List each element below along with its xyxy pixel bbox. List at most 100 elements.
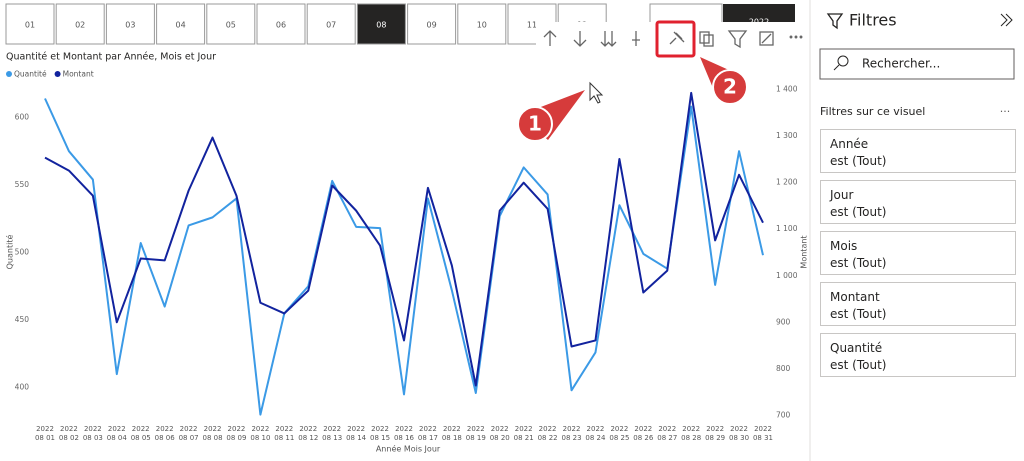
x-tick-label: 2022 08 15 <box>370 425 391 442</box>
x-tick-label: 2022 08 14 <box>346 425 367 442</box>
x-tick-label: 2022 08 08 <box>202 425 223 442</box>
legend-label: Montant <box>63 70 94 79</box>
x-tick-label: 2022 08 18 <box>441 425 462 442</box>
filter-card[interactable]: Jour est (Tout) <box>820 180 1016 224</box>
month-label: 11 <box>527 21 537 30</box>
legend-dot <box>6 71 12 77</box>
x-tick-label: 2022 08 10 <box>250 425 271 442</box>
month-button[interactable] <box>356 3 406 45</box>
x-tick-label: 2022 08 24 <box>585 425 606 442</box>
series-line <box>44 91 764 387</box>
month-label: 04 <box>176 21 186 30</box>
x-tick-label: 2022 08 29 <box>705 425 726 442</box>
x-axis-title: Année Mois Jour <box>376 444 441 454</box>
x-tick-label: 2022 08 06 <box>154 425 175 442</box>
x-tick-label: 2022 08 22 <box>537 425 558 442</box>
x-tick-label: 2022 08 26 <box>633 425 654 442</box>
filter-state: est (Tout) <box>830 154 887 168</box>
y2-tick-label: 1 400 <box>776 85 798 94</box>
month-button[interactable] <box>407 3 457 45</box>
y2-tick-label: 900 <box>776 317 791 326</box>
legend-dot <box>54 71 61 77</box>
x-tick-label: 2022 08 23 <box>561 425 582 442</box>
filter-state: est (Tout) <box>830 205 887 219</box>
x-tick-label: 2022 08 30 <box>729 425 750 442</box>
filter-field: Jour <box>830 188 854 202</box>
filter-state: est (Tout) <box>830 256 887 270</box>
month-button[interactable] <box>457 3 507 45</box>
month-label: 06 <box>276 21 286 30</box>
series-line <box>44 98 764 416</box>
month-button[interactable] <box>5 3 55 45</box>
x-tick-label: 2022 08 11 <box>274 425 295 442</box>
filter-state: est (Tout) <box>830 307 887 321</box>
x-tick-label: 2022 08 12 <box>298 425 319 442</box>
year-button[interactable] <box>723 4 795 24</box>
y-tick-label: 500 <box>15 248 30 257</box>
x-tick-label: 2022 08 27 <box>657 425 678 442</box>
x-tick-label: 2022 08 19 <box>465 425 486 442</box>
x-tick-label: 2022 08 21 <box>513 425 534 442</box>
month-button[interactable] <box>256 3 306 45</box>
month-button[interactable] <box>206 3 256 45</box>
cursor <box>589 81 604 104</box>
pane-title: Filtres <box>849 11 897 30</box>
x-tick-label: 2022 08 03 <box>82 425 103 442</box>
y-tick-label: 450 <box>15 315 30 324</box>
y-axis-title: Quantité <box>5 235 15 270</box>
x-tick-label: 2022 08 04 <box>106 425 127 442</box>
month-button[interactable] <box>55 3 105 45</box>
section-title: Filtres sur ce visuel <box>820 105 925 118</box>
y-tick-label: 600 <box>15 112 30 121</box>
callout-number: 1 <box>528 112 542 136</box>
callout-number: 2 <box>723 75 737 99</box>
section-more[interactable]: ··· <box>1000 105 1011 118</box>
filter-field: Montant <box>830 290 880 304</box>
x-tick-label: 2022 08 16 <box>393 425 415 442</box>
month-label: 09 <box>427 21 437 30</box>
month-button[interactable] <box>105 3 155 45</box>
filter-card[interactable]: Montant est (Tout) <box>820 282 1016 326</box>
callout-badge-1 <box>517 106 553 142</box>
x-tick-label: 2022 08 20 <box>489 425 510 442</box>
search-icon <box>837 55 849 67</box>
filter-state: est (Tout) <box>830 358 887 372</box>
x-tick-label: 2022 08 17 <box>417 425 438 442</box>
y2-tick-label: 1 200 <box>776 178 798 187</box>
filter-card[interactable]: Quantité est (Tout) <box>820 333 1016 377</box>
search-box[interactable] <box>819 48 1015 80</box>
toolbar <box>536 22 806 56</box>
search-placeholder[interactable]: Rechercher... <box>862 57 940 71</box>
x-tick-label: 2022 08 05 <box>130 425 151 442</box>
legend-label: Quantité <box>14 70 47 79</box>
x-tick-label: 2022 08 01 <box>34 425 56 442</box>
month-label: 02 <box>75 21 85 30</box>
y2-tick-label: 1 100 <box>776 224 798 233</box>
y2-tick-label: 1 000 <box>776 271 798 280</box>
x-tick-label: 2022 08 25 <box>609 425 630 442</box>
y2-tick-label: 800 <box>776 364 791 373</box>
month-label: 05 <box>226 21 236 30</box>
x-tick-label: 2022 08 02 <box>58 425 79 442</box>
highlight-box <box>655 20 696 58</box>
month-label: 08 <box>376 21 386 30</box>
filter-card[interactable]: Année est (Tout) <box>820 129 1016 173</box>
month-button[interactable] <box>306 3 356 45</box>
filter-field: Quantité <box>830 341 883 355</box>
month-label: 07 <box>326 21 336 30</box>
filter-field: Mois <box>830 239 858 253</box>
filter-field: Année <box>830 137 869 151</box>
toolbar-icons <box>543 30 803 49</box>
y2-axis-title: Montant <box>800 235 809 268</box>
filter-card[interactable]: Mois est (Tout) <box>820 231 1016 275</box>
x-tick-label: 2022 08 31 <box>752 425 774 442</box>
y-tick-label: 550 <box>15 180 30 189</box>
y2-tick-label: 1 300 <box>776 131 798 140</box>
filter-icon <box>826 13 844 30</box>
callout-badge-2 <box>712 69 748 105</box>
y-tick-label: 400 <box>15 383 30 392</box>
x-tick-label: 2022 08 09 <box>226 425 247 442</box>
collapse-button[interactable] <box>1000 13 1013 27</box>
month-button[interactable] <box>156 3 206 45</box>
month-label: 10 <box>477 21 487 30</box>
